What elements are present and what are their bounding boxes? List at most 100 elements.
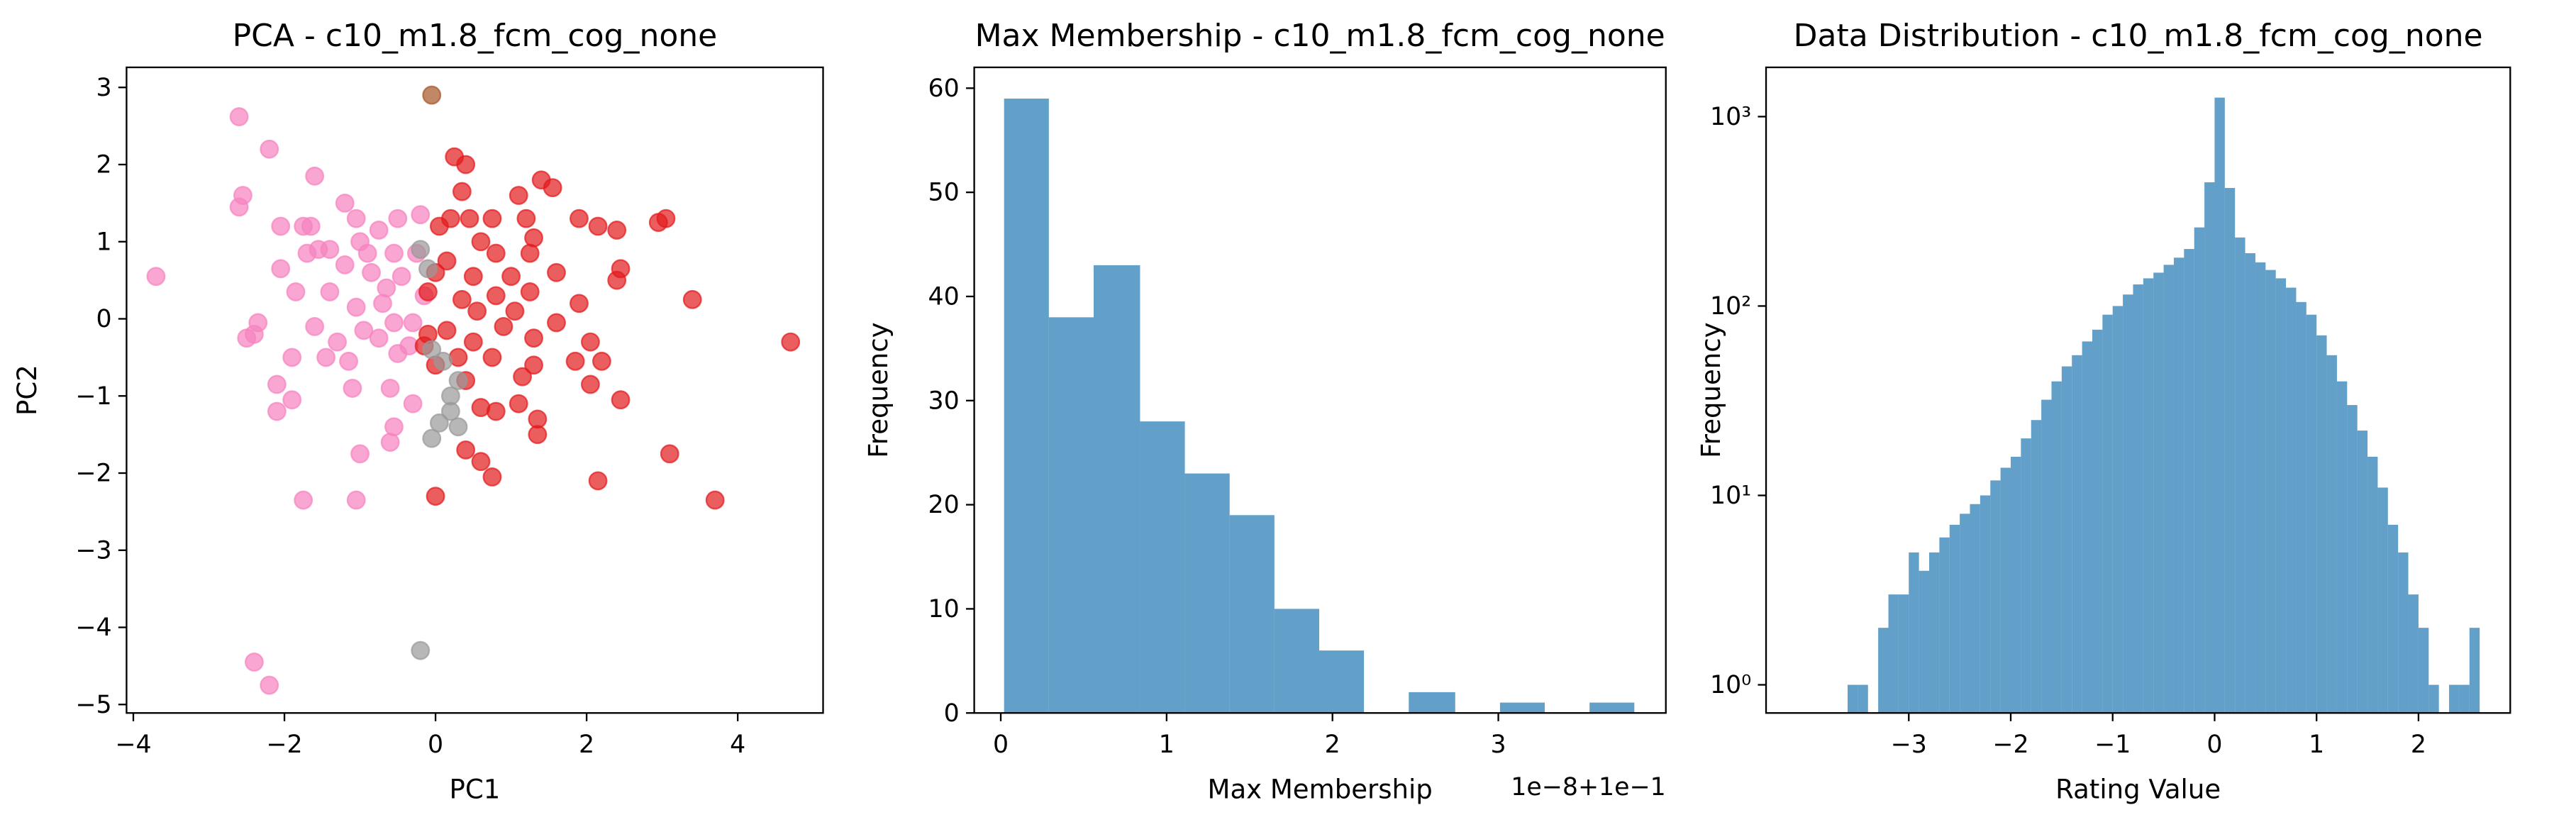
bar xyxy=(2377,487,2388,714)
point xyxy=(346,297,366,317)
chart-title: Max Membership - c10_m1.8_fcm_cog_none xyxy=(975,18,1665,54)
y-tick-label: 3 xyxy=(96,74,111,102)
point xyxy=(411,240,431,260)
bar xyxy=(2326,355,2337,714)
axes-frame xyxy=(126,66,824,714)
point xyxy=(528,425,548,445)
bar xyxy=(1858,684,1868,714)
bar xyxy=(2336,381,2348,714)
point xyxy=(660,444,679,464)
bar xyxy=(1939,537,1950,714)
point xyxy=(501,267,521,287)
chart-title: Data Distribution - c10_m1.8_fcm_cog_non… xyxy=(1794,18,2483,54)
point xyxy=(357,243,377,263)
bar xyxy=(1318,650,1365,714)
x-tick-label: −4 xyxy=(115,731,151,759)
point xyxy=(516,209,536,228)
point xyxy=(486,243,506,263)
point xyxy=(267,401,287,421)
y-tick-label: 10⁰ xyxy=(1710,671,1751,699)
point xyxy=(486,286,506,306)
bar xyxy=(1004,99,1049,714)
bar xyxy=(2347,405,2358,714)
offset-text: 1e−8+1e−1 xyxy=(1511,773,1665,801)
point xyxy=(426,487,445,506)
point xyxy=(547,262,566,282)
point xyxy=(524,228,543,248)
y-tick-label: 20 xyxy=(928,491,960,519)
point xyxy=(418,259,438,279)
point xyxy=(237,328,257,348)
point xyxy=(282,348,302,367)
point xyxy=(482,209,502,228)
bar xyxy=(2469,628,2480,714)
bar xyxy=(1499,702,1545,714)
point xyxy=(460,209,479,228)
point xyxy=(384,417,404,437)
bar xyxy=(2204,182,2215,714)
point xyxy=(294,490,313,510)
point xyxy=(350,444,370,464)
bar xyxy=(2133,284,2143,714)
point xyxy=(403,394,423,414)
x-tick-label: 2 xyxy=(1325,731,1340,759)
point xyxy=(471,452,491,472)
bar xyxy=(1898,594,1909,714)
point xyxy=(705,490,725,510)
point xyxy=(369,221,389,240)
point xyxy=(547,313,566,333)
point xyxy=(354,321,374,340)
point xyxy=(411,640,431,660)
bar xyxy=(2418,628,2429,714)
bar xyxy=(2031,420,2042,714)
point xyxy=(260,675,279,695)
point xyxy=(471,232,491,252)
x-axis-label: Rating Value xyxy=(2055,775,2221,805)
point xyxy=(611,259,631,279)
point xyxy=(328,332,348,352)
y-tick-label: 1 xyxy=(96,228,111,256)
point xyxy=(570,294,589,313)
point xyxy=(388,209,408,228)
point xyxy=(656,209,676,228)
bar xyxy=(1929,552,1940,714)
y-tick-label: −3 xyxy=(75,536,111,565)
point xyxy=(513,367,532,387)
point xyxy=(335,255,355,274)
x-tick-label: 4 xyxy=(730,731,745,759)
y-tick-label: 50 xyxy=(928,179,960,207)
bar xyxy=(1980,495,1991,714)
point xyxy=(682,289,702,309)
x-tick-label: 0 xyxy=(428,731,443,759)
point xyxy=(463,267,483,287)
point xyxy=(346,490,366,510)
x-tick-label: −2 xyxy=(266,731,302,759)
point xyxy=(429,413,449,433)
bar xyxy=(1848,684,1858,714)
bar xyxy=(1960,514,1970,714)
bar xyxy=(1909,552,1919,714)
point xyxy=(580,332,600,352)
bar xyxy=(1990,480,2001,714)
y-tick-label: 10¹ xyxy=(1710,482,1751,510)
bar xyxy=(2000,467,2011,714)
bar xyxy=(2387,524,2399,714)
bar xyxy=(2316,335,2327,714)
bar xyxy=(2092,329,2103,714)
bar xyxy=(2408,594,2419,714)
point xyxy=(343,378,362,398)
point xyxy=(524,355,543,375)
point xyxy=(339,351,359,371)
y-tick-label: 10² xyxy=(1710,292,1751,321)
x-tick-label: −3 xyxy=(1891,731,1927,759)
point xyxy=(377,278,396,298)
x-tick-label: −2 xyxy=(1992,731,2028,759)
point xyxy=(335,193,355,213)
point xyxy=(267,374,287,394)
y-tick-label: −1 xyxy=(75,382,111,411)
x-tick-label: 1 xyxy=(2309,731,2324,759)
point xyxy=(229,107,249,127)
point xyxy=(418,324,438,344)
point xyxy=(346,209,366,228)
x-axis-label: PC1 xyxy=(450,775,501,805)
